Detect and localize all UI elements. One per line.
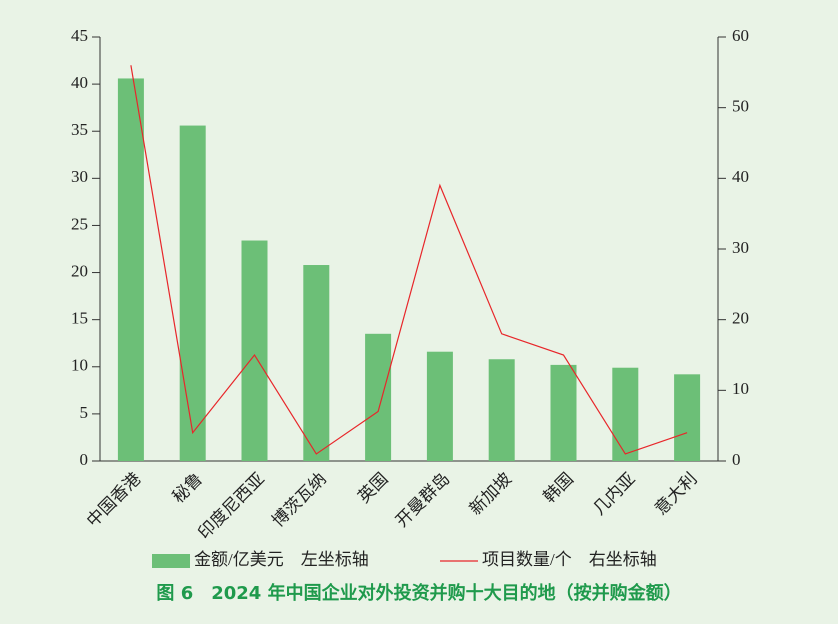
y-tick-label: 15	[71, 309, 88, 328]
y2-tick-label: 60	[732, 26, 749, 45]
chart-title: 图 6 2024 年中国企业对外投资并购十大目的地（按并购金额）	[156, 582, 681, 604]
y-tick-label: 20	[71, 261, 88, 280]
y2-tick-label: 0	[732, 450, 741, 469]
y2-tick-label: 40	[732, 167, 749, 186]
bar	[550, 364, 577, 461]
bar	[674, 374, 701, 461]
legend-swatch	[152, 554, 190, 568]
bar	[365, 333, 392, 461]
line	[130, 65, 688, 455]
legend-label: 金额/亿美元 左坐标轴	[194, 550, 369, 569]
y-tick-label: 5	[80, 403, 89, 422]
y-tick-label: 35	[71, 120, 88, 139]
y2-tick-label: 50	[732, 97, 749, 116]
y-tick-label: 45	[71, 26, 88, 45]
bar	[241, 240, 268, 461]
y-tick-label: 40	[71, 73, 88, 92]
y-tick-label: 0	[80, 450, 89, 469]
y2-tick-label: 30	[732, 238, 749, 257]
bar	[612, 367, 639, 461]
bar	[488, 359, 515, 461]
y2-tick-label: 20	[732, 309, 749, 328]
legend-label: 项目数量/个 右坐标轴	[482, 550, 657, 569]
y-tick-label: 10	[71, 356, 88, 375]
bar	[303, 265, 330, 461]
y-tick-label: 30	[71, 167, 88, 186]
y-tick-label: 25	[71, 214, 88, 233]
bar	[426, 351, 453, 461]
bar	[117, 78, 144, 462]
y2-tick-label: 10	[732, 379, 749, 398]
bar	[179, 125, 206, 462]
